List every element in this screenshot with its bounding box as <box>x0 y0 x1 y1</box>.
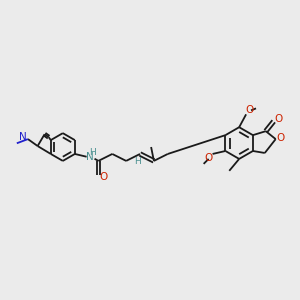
Text: O: O <box>99 172 107 182</box>
Text: O: O <box>245 105 253 116</box>
Text: H: H <box>89 148 96 157</box>
Text: N: N <box>86 152 94 162</box>
Text: H: H <box>134 158 140 166</box>
Text: N: N <box>19 132 27 142</box>
Text: O: O <box>274 114 283 124</box>
Text: O: O <box>205 153 213 163</box>
Text: O: O <box>277 133 285 143</box>
